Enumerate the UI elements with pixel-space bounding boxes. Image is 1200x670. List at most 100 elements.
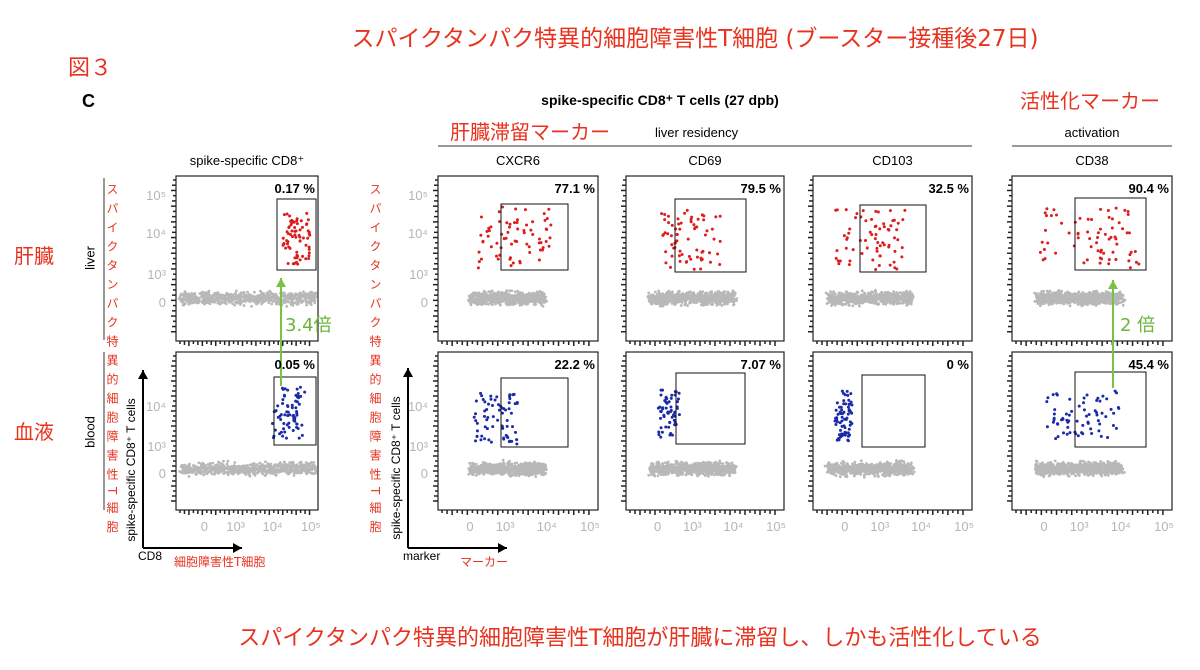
cell-dot xyxy=(647,291,651,295)
cell-dot xyxy=(689,257,693,261)
cell-dot xyxy=(299,294,303,298)
cell-dot xyxy=(905,297,909,300)
cell-dot xyxy=(697,296,700,300)
cell-dot xyxy=(692,223,696,227)
cell-dot xyxy=(509,264,513,268)
cell-dot xyxy=(285,299,289,303)
cell-dot xyxy=(1095,241,1099,245)
cell-dot xyxy=(718,262,722,266)
cell-dot xyxy=(302,290,305,294)
cell-dot xyxy=(666,293,670,297)
cell-dot xyxy=(1080,304,1084,308)
cell-dot xyxy=(183,290,187,294)
cell-dot xyxy=(874,268,878,272)
cell-dot xyxy=(903,208,907,212)
cell-dot xyxy=(255,299,259,303)
cell-dot xyxy=(211,461,215,465)
cell-dot xyxy=(289,219,293,223)
cell-dot xyxy=(659,300,663,304)
cell-dot xyxy=(732,303,735,307)
cell-dot xyxy=(837,291,841,295)
cell-dot xyxy=(187,475,191,478)
cell-dot xyxy=(541,292,545,296)
cell-dot xyxy=(282,469,286,473)
cell-dot xyxy=(1040,292,1043,296)
cell-dot xyxy=(669,234,673,238)
cell-dot xyxy=(216,291,220,295)
cell-dot xyxy=(285,242,289,246)
cell-dot xyxy=(281,398,285,402)
cell-dot xyxy=(1137,262,1141,266)
cell-dot xyxy=(684,260,688,264)
cell-dot xyxy=(868,294,872,298)
cell-dot xyxy=(675,233,679,237)
cell-dot xyxy=(851,304,855,308)
cell-dot xyxy=(288,470,291,473)
cell-dot xyxy=(733,291,737,295)
cell-dot xyxy=(187,300,191,304)
cell-dot xyxy=(685,208,689,212)
cell-dot xyxy=(1045,289,1049,293)
cell-dot xyxy=(1088,237,1092,241)
cell-dot xyxy=(514,207,518,211)
cell-dot xyxy=(835,249,839,253)
cell-dot xyxy=(891,219,895,223)
cell-dot xyxy=(716,300,720,304)
cell-dot xyxy=(498,294,501,298)
cell-dot xyxy=(300,225,304,229)
cell-dot xyxy=(1096,301,1100,305)
cell-dot xyxy=(309,303,313,306)
cell-dot xyxy=(205,472,209,475)
cell-dot xyxy=(1120,296,1124,300)
cell-dot xyxy=(660,212,664,216)
cell-dot xyxy=(235,301,239,305)
cell-dot xyxy=(658,304,662,308)
cell-dot xyxy=(268,289,271,293)
cell-dot xyxy=(549,223,553,227)
cell-dot xyxy=(1081,298,1085,302)
cell-dot xyxy=(1079,293,1083,297)
cell-dot xyxy=(1078,216,1082,220)
cell-dot xyxy=(308,470,312,474)
cell-dot xyxy=(220,301,224,305)
cell-dot xyxy=(489,245,493,249)
cell-dot xyxy=(1090,218,1094,222)
cell-dot xyxy=(218,295,222,299)
cell-dot xyxy=(221,466,225,470)
cell-dot xyxy=(509,297,513,301)
cell-dot xyxy=(1048,297,1052,301)
cell-dot xyxy=(1036,298,1039,301)
cell-dot xyxy=(195,297,199,301)
cell-dot xyxy=(294,235,298,239)
cell-dot xyxy=(714,295,718,299)
cell-dot xyxy=(196,470,200,474)
cell-dot xyxy=(202,301,206,305)
cell-dot xyxy=(836,296,840,300)
cell-dot xyxy=(305,211,309,215)
cell-dot xyxy=(240,291,243,295)
cell-dot xyxy=(243,293,247,297)
cell-dot xyxy=(1074,293,1077,296)
cell-dot xyxy=(895,228,899,232)
cell-dot xyxy=(283,413,287,417)
cell-dot xyxy=(292,418,296,422)
cell-dot xyxy=(1076,236,1080,240)
cell-dot xyxy=(1072,300,1076,304)
cell-dot xyxy=(200,465,204,469)
cell-dot xyxy=(878,244,882,248)
cell-dot xyxy=(1059,291,1062,295)
cell-dot xyxy=(233,461,237,464)
cell-dot xyxy=(689,217,693,221)
cell-dot xyxy=(1043,228,1047,232)
cell-dot xyxy=(888,209,892,213)
cell-dot xyxy=(225,291,229,295)
cell-dot xyxy=(1098,261,1102,265)
cell-dot xyxy=(307,300,311,303)
cell-dot xyxy=(870,233,874,237)
cell-dot xyxy=(1057,296,1061,300)
cell-dot xyxy=(833,292,837,296)
cell-dot xyxy=(274,300,278,304)
cell-dot xyxy=(282,427,286,431)
cell-dot xyxy=(688,296,692,300)
cell-dot xyxy=(653,296,657,300)
